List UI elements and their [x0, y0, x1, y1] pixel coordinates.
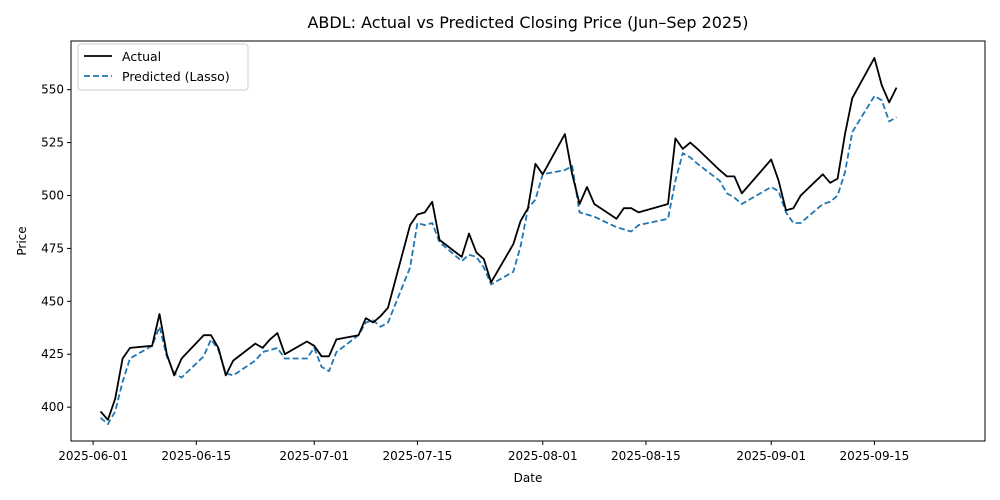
- x-tick-label: 2025-09-01: [736, 449, 806, 463]
- y-tick-label: 450: [41, 294, 64, 308]
- y-tick-label: 425: [41, 347, 64, 361]
- y-tick-label: 475: [41, 241, 64, 255]
- legend-label-actual: Actual: [122, 49, 161, 64]
- chart-title: ABDL: Actual vs Predicted Closing Price …: [307, 13, 748, 32]
- x-axis: 2025-06-01 2025-06-15 2025-07-01 2025-07-15…: [58, 441, 909, 463]
- legend: Actual Predicted (Lasso): [77, 43, 249, 91]
- x-tick-label: 2025-06-01: [58, 449, 128, 463]
- x-tick-label: 2025-08-01: [508, 449, 578, 463]
- series-layer: [99, 57, 898, 426]
- x-axis-title: Date: [514, 471, 543, 485]
- x-tick-label: 2025-07-01: [279, 449, 349, 463]
- legend-box: [77, 43, 249, 91]
- y-tick-label: 525: [41, 136, 64, 150]
- x-tick-label: 2025-07-15: [383, 449, 453, 463]
- series-line-actual: [99, 57, 898, 421]
- plot-area-frame: [70, 40, 986, 442]
- x-tick-label: 2025-06-15: [161, 449, 231, 463]
- y-tick-label: 400: [41, 400, 64, 414]
- y-axis: 400 425 450 475 500 525 550: [41, 83, 71, 414]
- y-axis-title: Price: [15, 226, 29, 255]
- x-tick-label: 2025-08-15: [611, 449, 681, 463]
- y-tick-label: 500: [41, 188, 64, 202]
- legend-label-predicted: Predicted (Lasso): [122, 69, 230, 84]
- x-tick-label: 2025-09-15: [840, 449, 910, 463]
- y-tick-label: 550: [41, 83, 64, 97]
